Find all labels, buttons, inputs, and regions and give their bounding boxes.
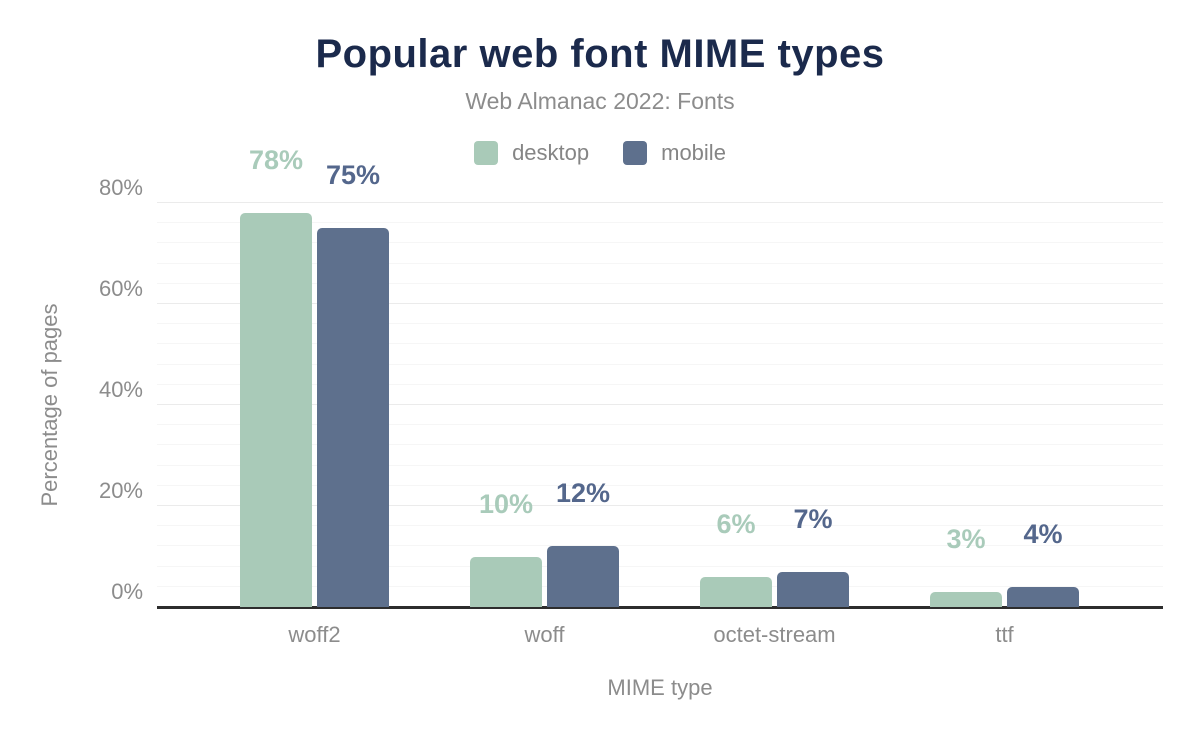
minor-gridline (157, 323, 1163, 325)
bar-desktop-woff2 (240, 213, 312, 607)
x-tick-label-woff: woff (524, 622, 565, 647)
minor-gridline (157, 262, 1163, 264)
minor-gridline (157, 363, 1163, 365)
bar-value-label-desktop-woff: 10% (478, 488, 534, 519)
bar-mobile-ttf (1007, 586, 1079, 607)
minor-gridline (157, 484, 1163, 486)
bar-value-label-desktop-ttf: 3% (946, 523, 986, 554)
major-gridline (157, 202, 1163, 203)
bar-value-label-mobile-octet-stream: 7% (793, 503, 833, 534)
bar-wrap-desktop-ttf: 3% (930, 524, 1002, 607)
minor-gridline (157, 464, 1163, 466)
legend-label: desktop (512, 140, 590, 165)
minor-gridline (157, 565, 1163, 567)
minor-gridline (157, 585, 1163, 587)
y-tick-label: 60% (98, 276, 143, 301)
legend-swatch-desktop (474, 141, 499, 165)
bar-group-woff2: 78% 75% woff2 (200, 145, 430, 647)
major-gridline (157, 303, 1163, 304)
chart-title: Popular web font MIME types (315, 32, 885, 76)
x-tick-label-ttf: ttf (995, 622, 1014, 647)
minor-gridline (157, 525, 1163, 527)
x-tick-label-octet-stream: octet-stream (713, 622, 836, 647)
minor-gridline (157, 282, 1163, 284)
y-tick-label: 20% (98, 478, 143, 503)
plot-area: 0% 20% 40% 60% 80% Percentage of pages 78% 75… (37, 145, 1163, 700)
bar-wrap-desktop-octet-stream: 6% (700, 509, 772, 607)
minor-gridline (157, 343, 1163, 345)
bar-desktop-woff (470, 556, 542, 607)
bar-value-label-mobile-woff2: 75% (325, 160, 381, 191)
bar-wrap-desktop-woff2: 78% (240, 145, 312, 607)
bar-value-label-desktop-octet-stream: 6% (716, 508, 756, 539)
minor-gridline (157, 242, 1163, 244)
minor-gridline (157, 545, 1163, 547)
bar-wrap-desktop-woff: 10% (470, 489, 542, 607)
minor-gridline (157, 444, 1163, 446)
x-axis-line (157, 606, 1163, 609)
bar-mobile-woff2 (317, 228, 389, 607)
x-axis-title: MIME type (607, 675, 713, 700)
major-gridline (157, 404, 1163, 405)
y-tick-label: 0% (111, 579, 143, 604)
legend-item-desktop: desktop (474, 140, 589, 166)
bar-desktop-ttf (930, 591, 1002, 607)
y-axis-title: Percentage of pages (37, 303, 62, 507)
bar-desktop-octet-stream (700, 576, 772, 607)
bar-value-label-mobile-ttf: 4% (1023, 518, 1063, 549)
bar-mobile-octet-stream (777, 571, 849, 607)
bar-group-ttf: 3% 4% ttf (890, 203, 1120, 647)
y-tick-label: 80% (98, 175, 143, 200)
bar-mobile-woff (547, 546, 619, 607)
bar-wrap-mobile-ttf: 4% (1007, 519, 1079, 607)
chart-subtitle: Web Almanac 2022: Fonts (465, 88, 735, 114)
bar-wrap-mobile-woff: 12% (547, 478, 619, 607)
minor-gridline (157, 383, 1163, 385)
bar-group-octet-stream: 6% 7% octet-stream (660, 203, 890, 647)
legend-item-mobile: mobile (623, 140, 726, 166)
legend-swatch-mobile (623, 141, 648, 165)
x-tick-label-woff2: woff2 (288, 622, 341, 647)
legend: desktop mobile (0, 140, 1200, 166)
bar-value-label-mobile-woff: 12% (555, 478, 611, 509)
legend-label: mobile (661, 140, 726, 165)
bar-group-woff: 10% 12% woff (430, 203, 660, 647)
minor-gridline (157, 222, 1163, 224)
bar-wrap-mobile-octet-stream: 7% (777, 504, 849, 607)
minor-gridline (157, 424, 1163, 426)
major-gridline (157, 505, 1163, 506)
bar-wrap-mobile-woff2: 75% (317, 160, 389, 607)
bar-value-label-desktop-woff2: 78% (248, 145, 304, 176)
y-tick-label: 40% (98, 377, 143, 402)
